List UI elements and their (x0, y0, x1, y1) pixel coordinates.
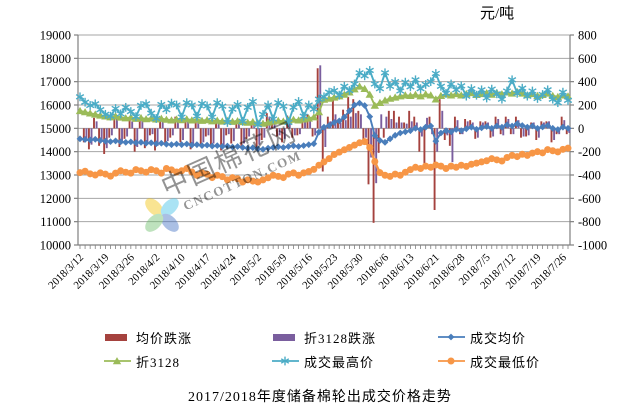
legend-label: 均价跌涨 (136, 330, 193, 346)
y-axis-left-labels: 19000 18000 17000 16000 15000 14000 13000 12000… (40, 29, 71, 253)
series-avg-price-line (76, 99, 572, 153)
bar-swatch-icon (273, 334, 295, 341)
diamond-marker-icon (438, 333, 465, 341)
svg-text:-800: -800 (578, 215, 601, 229)
svg-text:17000: 17000 (40, 75, 71, 89)
asterisk-marker-icon (272, 356, 299, 366)
svg-text:-400: -400 (578, 169, 601, 183)
y-axis-right-labels: 800 600 400 200 0 -200 -400 -600 -800 -1000 (578, 29, 607, 253)
legend-item-low-price: 成交最低价 (438, 354, 541, 370)
svg-text:19000: 19000 (40, 29, 71, 43)
svg-text:600: 600 (578, 52, 597, 66)
x-axis-labels: 2018/3/122018/3/192018/3/262018/4/22018/… (46, 251, 569, 291)
legend-item-3128-change: 折3128跌涨 (272, 330, 377, 346)
svg-text:-1000: -1000 (578, 239, 607, 253)
legend-label: 成交最低价 (470, 354, 541, 370)
series-low-price-line (76, 138, 572, 186)
svg-text:200: 200 (578, 99, 597, 113)
svg-text:14000: 14000 (40, 145, 71, 159)
svg-text:-200: -200 (578, 145, 601, 159)
svg-text:11000: 11000 (40, 215, 71, 229)
svg-text:13000: 13000 (40, 169, 71, 183)
legend-item-avg-price: 成交均价 (438, 330, 527, 346)
chart-title: 2017/2018年度储备棉轮出成交价格走势 (188, 390, 452, 405)
svg-text:-600: -600 (578, 192, 601, 206)
svg-text:10000: 10000 (40, 239, 71, 253)
svg-text:12000: 12000 (40, 192, 71, 206)
legend-item-avg-change: 均价跌涨 (104, 330, 193, 346)
circle-marker-icon (438, 357, 465, 365)
svg-text:800: 800 (578, 29, 597, 43)
legend-label: 成交均价 (470, 330, 527, 346)
svg-text:15000: 15000 (40, 122, 71, 136)
chart-plot-area: 中国棉花网CNCOTTON.COM19000180001700016000150… (40, 29, 607, 292)
legend-label: 成交最高价 (304, 354, 375, 370)
svg-text:0: 0 (578, 122, 584, 136)
svg-text:18000: 18000 (40, 52, 71, 66)
legend-item-high-price: 成交最高价 (272, 354, 375, 370)
legend-label: 折3128跌涨 (304, 330, 377, 346)
legend-label: 折3128 (136, 354, 181, 370)
axis-ticks (74, 34, 574, 249)
series-high-price-line (75, 66, 573, 130)
svg-text:400: 400 (578, 75, 597, 89)
svg-text:16000: 16000 (40, 99, 71, 113)
bar-swatch-icon (105, 334, 127, 341)
axis-unit-label: 元/吨 (480, 6, 515, 22)
watermark-logo-icon (145, 198, 179, 232)
legend-item-3128: 折3128 (104, 354, 181, 370)
triangle-marker-icon (104, 357, 131, 365)
